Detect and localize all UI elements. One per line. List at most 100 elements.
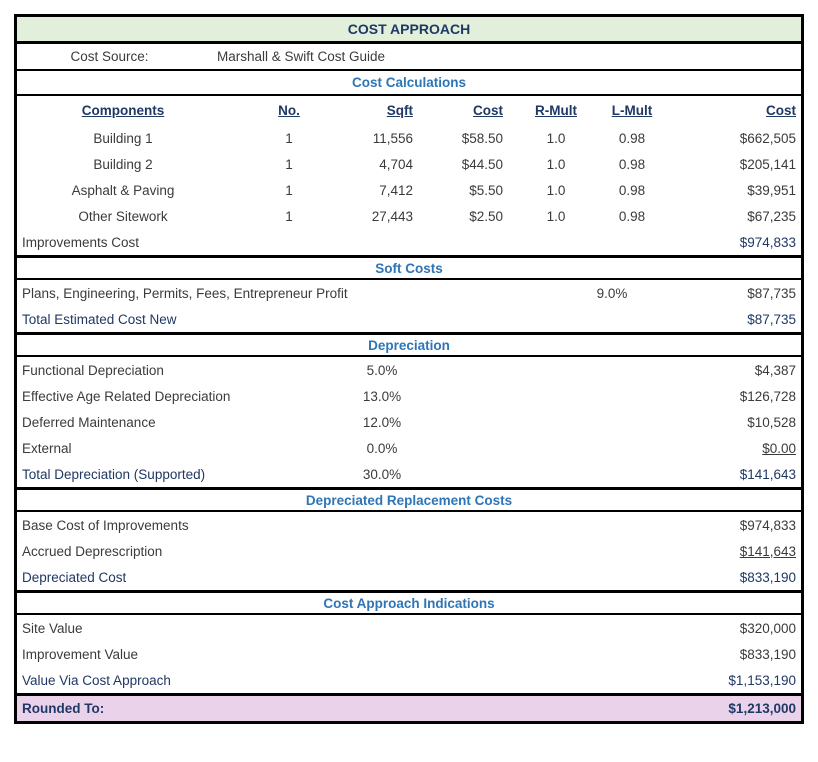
row-value: $0.00	[762, 440, 796, 456]
table-row: Functional Depreciation 5.0% $4,387	[17, 357, 801, 383]
row-value: $87,735	[747, 311, 796, 327]
row-label: Accrued Deprescription	[22, 543, 163, 559]
column-header: Cost	[415, 103, 515, 118]
cell-component: Building 2	[93, 156, 153, 172]
cell-cost: $67,235	[747, 208, 796, 224]
table-row: External 0.0% $0.00	[17, 435, 801, 461]
cell-l-mult: 0.98	[618, 156, 646, 172]
row-label: Site Value	[22, 620, 83, 636]
cell-cost: $974,833	[739, 234, 796, 250]
row-value: $833,190	[739, 646, 796, 662]
rounded-to-label: Rounded To:	[22, 701, 105, 716]
table-row: Improvements Cost $974,833	[17, 229, 801, 255]
section-header: Soft Costs	[17, 255, 801, 280]
cell-no: 1	[285, 208, 293, 224]
table-row: Effective Age Related Depreciation 13.0% $…	[17, 383, 801, 409]
cell-sqft: 7,412	[379, 182, 413, 198]
row-label: Improvement Value	[22, 646, 139, 662]
row-label: Plans, Engineering, Permits, Fees, Entre…	[22, 285, 348, 301]
column-header: Sqft	[349, 103, 415, 118]
cost-source-row: Cost Source: Marshall & Swift Cost Guide	[17, 44, 801, 71]
row-label: Effective Age Related Depreciation	[22, 388, 231, 404]
cost-source-value: Marshall & Swift Cost Guide	[217, 49, 386, 64]
table-row: Total Depreciation (Supported) 30.0% $141,…	[17, 461, 801, 487]
table-row: Base Cost of Improvements $974,833	[17, 512, 801, 538]
table-row: Building 2 1 4,704 $44.50 1.0 0.98 $205,141	[17, 151, 801, 177]
column-header-text: L-Mult	[611, 103, 653, 118]
table-row: Depreciated Cost $833,190	[17, 564, 801, 590]
row-label: Base Cost of Improvements	[22, 517, 189, 533]
cell-unit-cost: $5.50	[469, 182, 503, 198]
cell-component: Improvements Cost	[22, 234, 140, 250]
section-header-text: Cost Approach Indications	[323, 595, 495, 611]
cell-component: Other Sitework	[78, 208, 168, 224]
section-header: Depreciated Replacement Costs	[17, 487, 801, 512]
row-percent: 30.0%	[362, 466, 402, 482]
rounded-to-row: Rounded To: $1,213,000	[17, 693, 801, 721]
row-value: $320,000	[739, 620, 796, 636]
row-label: Value Via Cost Approach	[22, 672, 171, 688]
row-percent: 5.0%	[366, 362, 398, 378]
rounded-to-value: $1,213,000	[728, 701, 796, 716]
cell-l-mult: 0.98	[618, 130, 646, 146]
row-value: $833,190	[739, 569, 796, 585]
row-value: $87,735	[747, 285, 796, 301]
table-row: Plans, Engineering, Permits, Fees, Entre…	[17, 280, 801, 306]
cell-r-mult: 1.0	[546, 208, 566, 224]
cell-l-mult: 0.98	[618, 182, 646, 198]
row-value: $974,833	[739, 517, 796, 533]
table-row: Value Via Cost Approach $1,153,190	[17, 667, 801, 693]
column-header: L-Mult	[597, 103, 667, 118]
row-value: $4,387	[754, 362, 796, 378]
section-header-text: Cost Calculations	[351, 75, 467, 90]
row-percent: 0.0%	[366, 440, 398, 456]
cell-sqft: 11,556	[372, 130, 413, 146]
column-header: R-Mult	[515, 103, 597, 118]
column-header: No.	[229, 103, 349, 118]
column-header-text: No.	[278, 103, 300, 118]
cell-component: Building 1	[93, 130, 153, 146]
cell-unit-cost: $44.50	[461, 156, 503, 172]
column-header: Cost	[667, 103, 801, 118]
cell-no: 1	[285, 130, 293, 146]
cell-unit-cost: $2.50	[469, 208, 503, 224]
cell-cost: $662,505	[739, 130, 796, 146]
column-header-row: Components No. Sqft Cost R-Mult L-Mult Cost	[17, 96, 801, 125]
section-header-text: Soft Costs	[375, 260, 443, 276]
row-value: $141,643	[739, 466, 796, 482]
row-percent: 13.0%	[362, 388, 402, 404]
table-row: Deferred Maintenance 12.0% $10,528	[17, 409, 801, 435]
row-percent: 9.0%	[596, 285, 628, 301]
table-row: Building 1 1 11,556 $58.50 1.0 0.98 $662,505	[17, 125, 801, 151]
section-header-text: Depreciation	[368, 337, 450, 353]
cell-cost: $39,951	[747, 182, 796, 198]
row-label: Deferred Maintenance	[22, 414, 156, 430]
row-label: Total Estimated Cost New	[22, 311, 177, 327]
table-title: COST APPROACH	[17, 17, 801, 44]
table-row: Total Estimated Cost New $87,735	[17, 306, 801, 332]
table-row: Accrued Deprescription $141,643	[17, 538, 801, 564]
sections-container: Cost Calculations Components No. Sqft Cost R-…	[17, 71, 801, 693]
column-header: Components	[17, 103, 229, 118]
column-header-text: Sqft	[386, 103, 413, 118]
section-header: Cost Calculations	[17, 71, 801, 96]
row-label: Total Depreciation (Supported)	[22, 466, 206, 482]
column-header-text: Cost	[473, 103, 503, 118]
table-row: Other Sitework 1 27,443 $2.50 1.0 0.98 $67,235	[17, 203, 801, 229]
row-label: External	[22, 440, 72, 456]
cost-approach-table: COST APPROACH Cost Source: Marshall & Sw…	[14, 14, 804, 724]
row-value: $141,643	[739, 543, 796, 559]
table-title-text: COST APPROACH	[347, 21, 471, 37]
cell-r-mult: 1.0	[546, 156, 566, 172]
table-row: Asphalt & Paving 1 7,412 $5.50 1.0 0.98 $39,95…	[17, 177, 801, 203]
cost-source-label: Cost Source:	[70, 49, 149, 64]
row-value: $1,153,190	[728, 672, 796, 688]
table-row: Site Value $320,000	[17, 615, 801, 641]
table-row: Improvement Value $833,190	[17, 641, 801, 667]
cell-unit-cost: $58.50	[461, 130, 503, 146]
cell-no: 1	[285, 156, 293, 172]
cell-cost: $205,141	[739, 156, 796, 172]
section-header-text: Depreciated Replacement Costs	[305, 492, 513, 508]
cell-component: Asphalt & Paving	[71, 182, 175, 198]
cell-no: 1	[285, 182, 293, 198]
